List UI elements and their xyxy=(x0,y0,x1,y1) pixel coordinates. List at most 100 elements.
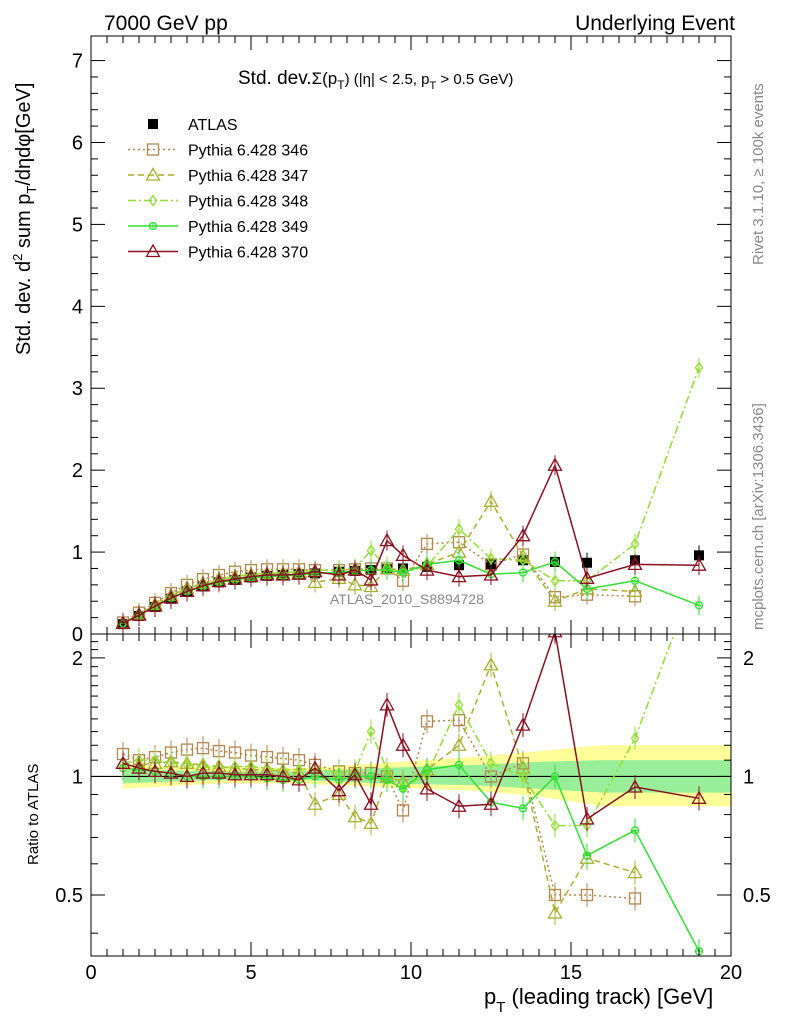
data-point xyxy=(420,537,434,551)
data-point xyxy=(307,563,323,578)
legend-marker-cross xyxy=(149,222,157,230)
ratio-point xyxy=(395,737,411,751)
data-point xyxy=(307,574,323,589)
data-point xyxy=(363,578,379,593)
mcplots-label: mcplots.cern.ch [arXiv:1306.3436] xyxy=(750,403,767,630)
ratio-series-pythia-6-428-370 xyxy=(115,634,707,831)
ratio-point xyxy=(451,798,467,812)
plot-title: Std. dev.Σ(pT) (|η| < 2.5, pT > 0.5 GeV) xyxy=(238,68,513,92)
ratio-point xyxy=(454,698,464,711)
ratio-ylabel: Ratio to ATLAS xyxy=(25,764,42,865)
ratio-ytick-label: 2 xyxy=(72,648,83,670)
data-point xyxy=(211,573,227,588)
ratio-point-cross xyxy=(399,785,407,793)
ratio-point xyxy=(579,811,595,825)
ratio-point xyxy=(275,768,291,783)
data-point xyxy=(454,523,464,536)
ratio-point xyxy=(483,796,499,810)
ratio-point-cross xyxy=(367,772,375,780)
data-point xyxy=(691,557,707,571)
data-point-cross xyxy=(695,601,703,609)
title-sub: T xyxy=(337,78,345,92)
ratio-point xyxy=(630,732,640,745)
legend-item-pythia-6-428-346: Pythia 6.428 346 xyxy=(128,143,308,160)
ratio-point xyxy=(147,763,163,778)
ratio-series-group xyxy=(115,634,707,956)
legend-item-pythia-6-428-370: Pythia 6.428 370 xyxy=(128,243,308,262)
data-point xyxy=(547,593,563,607)
data-point xyxy=(347,562,363,576)
data-point-cross xyxy=(519,569,527,577)
data-point-cross xyxy=(399,569,407,577)
data-point xyxy=(259,567,275,581)
data-point xyxy=(582,557,592,568)
ratio-point xyxy=(195,765,211,779)
ratio-point xyxy=(580,888,594,902)
data-point xyxy=(163,590,179,604)
ratio-ytick-label-right: 1 xyxy=(743,766,754,788)
title-rest: ) (|η| < 2.5, p xyxy=(345,71,430,88)
ratio-point xyxy=(227,766,243,781)
legend-marker xyxy=(145,243,161,258)
ratio-point xyxy=(211,765,227,779)
data-point-cross xyxy=(631,577,639,585)
data-point xyxy=(147,598,163,612)
data-point xyxy=(115,615,131,630)
legend-label: Pythia 6.428 348 xyxy=(188,194,308,211)
ratio-line xyxy=(122,719,636,900)
series-pythia-6-428-347 xyxy=(115,491,643,634)
legend-label: Pythia 6.428 346 xyxy=(188,143,308,160)
title-sub2: T xyxy=(429,80,436,92)
ratio-point xyxy=(396,804,410,817)
data-point xyxy=(627,583,643,598)
ratio-point xyxy=(379,697,395,711)
ratio-point xyxy=(547,905,563,919)
legend-marker xyxy=(148,119,158,129)
main-ytick-label: 2 xyxy=(72,460,83,482)
title-main: Std. dev. xyxy=(238,68,312,89)
ratio-point xyxy=(627,864,643,879)
series-pythia-6-428-346 xyxy=(116,532,642,633)
ratio-point xyxy=(691,790,707,804)
ratio-point xyxy=(291,772,307,786)
xlabel: pT (leading track) [GeV] xyxy=(484,984,713,1016)
ratio-point xyxy=(419,781,435,795)
ratio-point-cross xyxy=(383,776,391,784)
data-point xyxy=(483,567,499,581)
ratio-ytick-label: 0.5 xyxy=(55,885,83,907)
ratio-point xyxy=(515,717,531,731)
ratio-point xyxy=(627,779,643,793)
ratio-point-cross xyxy=(519,804,527,812)
data-point xyxy=(451,568,467,583)
ratio-point xyxy=(366,725,376,738)
xtick-label: 10 xyxy=(400,962,422,984)
data-point xyxy=(630,537,640,551)
legend-label: Pythia 6.428 349 xyxy=(188,219,308,236)
ratio-point xyxy=(451,737,467,751)
data-point xyxy=(627,556,643,571)
data-point xyxy=(331,567,347,581)
data-point xyxy=(243,568,259,583)
main-ytick-label: 7 xyxy=(72,51,83,73)
main-ytick-label: 1 xyxy=(72,542,83,564)
main-ylabel: Std. dev. d2 sum pT/dηdφ[GeV] xyxy=(10,83,39,355)
xtick-label: 15 xyxy=(560,962,582,984)
ratio-point xyxy=(115,755,131,769)
ratio-panel: 0.5 0.51 12 20 5 10 15 20 xyxy=(55,634,771,984)
ratio-point xyxy=(363,796,379,810)
data-point xyxy=(347,577,363,591)
ratio-series-pythia-6-428-346 xyxy=(116,708,642,911)
ratio-point xyxy=(131,760,147,774)
data-point xyxy=(379,532,395,547)
ratio-point xyxy=(486,757,496,770)
data-point xyxy=(547,457,563,471)
data-point xyxy=(694,361,704,374)
main-ytick-label: 4 xyxy=(72,296,83,318)
main-panel: 0 1 2 3 4 5 6 7 xyxy=(72,36,732,646)
ratio-point xyxy=(483,657,499,671)
series-pythia-6-428-370 xyxy=(115,455,707,634)
main-ytick-label: 0 xyxy=(72,624,83,646)
data-point xyxy=(550,574,560,587)
data-point xyxy=(179,583,195,598)
data-point xyxy=(366,544,376,557)
